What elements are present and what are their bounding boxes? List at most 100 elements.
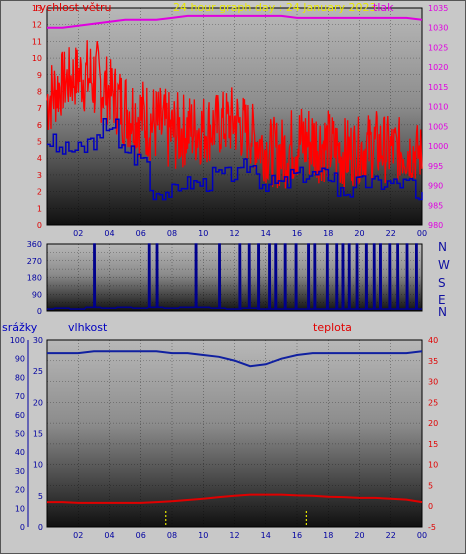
pressure-axis-tick: 990 xyxy=(428,182,443,191)
x-tick-label: 00 xyxy=(417,229,427,238)
x-tick-label: 12 xyxy=(229,229,239,238)
precipitation-label: srážky xyxy=(2,321,38,334)
humidity-axis-tick: 5 xyxy=(38,492,43,501)
x-tick-label: 04 xyxy=(104,229,114,238)
wind-axis-tick: 0 xyxy=(37,221,42,230)
pressure-label: tlak xyxy=(373,1,394,14)
wind-axis-tick: 9 xyxy=(37,71,42,80)
x-tick-label: 08 xyxy=(167,229,177,238)
x-tick-label: 00 xyxy=(417,531,427,540)
wind-speed-label: rychlost větru xyxy=(35,1,112,14)
temperature-axis-tick: 15 xyxy=(428,440,438,449)
wind-average-series xyxy=(47,118,423,201)
x-tick-label: 20 xyxy=(354,229,364,238)
precip-axis-tick: 30 xyxy=(15,467,25,476)
x-tick-label: 06 xyxy=(136,531,146,540)
graph-title: 24 hour graph day : 24 January 2023 xyxy=(173,1,377,14)
x-tick-label: 16 xyxy=(292,531,302,540)
pressure-axis-tick: 1015 xyxy=(428,83,448,92)
direction-axis-tick: 0 xyxy=(37,307,42,316)
wind-gust-series xyxy=(46,40,423,192)
wind-axis-tick: 10 xyxy=(32,54,42,63)
temperature-label: teplota xyxy=(313,321,352,334)
x-tick-label: 16 xyxy=(292,229,302,238)
pressure-axis-tick: 1000 xyxy=(428,142,448,151)
x-tick-label: 22 xyxy=(386,531,396,540)
humidity-axis-tick: 25 xyxy=(33,367,43,376)
direction-e: E xyxy=(438,293,446,307)
precip-axis-tick: 70 xyxy=(15,392,25,401)
direction-n2: N xyxy=(438,305,447,319)
pressure-axis-tick: 1025 xyxy=(428,43,448,52)
precip-axis-tick: 80 xyxy=(15,373,25,382)
x-tick-label: 20 xyxy=(354,531,364,540)
direction-n: N xyxy=(438,240,447,254)
wind-axis-tick: 2 xyxy=(37,188,42,197)
precip-axis-tick: 10 xyxy=(15,504,25,513)
x-tick-label: 10 xyxy=(198,229,208,238)
wind-axis-tick: 3 xyxy=(37,171,42,180)
direction-axis-tick: 360 xyxy=(27,240,42,249)
precip-axis-tick: 0 xyxy=(20,523,25,532)
precip-axis-tick: 20 xyxy=(15,486,25,495)
temperature-axis-tick: 35 xyxy=(428,357,438,366)
temperature-axis-tick: 25 xyxy=(428,398,438,407)
temperature-axis-tick: 5 xyxy=(428,481,433,490)
humidity-axis-tick: 20 xyxy=(33,398,43,407)
pressure-axis-tick: 1030 xyxy=(428,24,448,33)
direction-axis-tick: 270 xyxy=(27,257,42,266)
wind-axis-tick: 11 xyxy=(32,37,42,46)
precip-axis-tick: 60 xyxy=(15,411,25,420)
direction-axis-tick: 90 xyxy=(32,290,42,299)
humidity-series xyxy=(47,350,423,368)
x-tick-label: 14 xyxy=(261,531,271,540)
wind-axis-tick: 1 xyxy=(37,204,42,213)
x-tick-label: 06 xyxy=(136,229,146,238)
temperature-axis-tick: 0 xyxy=(428,502,433,511)
pressure-axis-tick: 1010 xyxy=(428,103,448,112)
wind-axis-tick: 7 xyxy=(37,104,42,113)
x-tick-label: 14 xyxy=(261,229,271,238)
precip-axis-tick: 40 xyxy=(15,448,25,457)
humidity-label: vlhkost xyxy=(68,321,108,334)
wind-axis-tick: 5 xyxy=(37,138,42,147)
humidity-axis-tick: 15 xyxy=(33,430,43,439)
humidity-axis-tick: 10 xyxy=(33,461,43,470)
x-tick-label: 02 xyxy=(73,531,83,540)
pressure-axis-tick: 1035 xyxy=(428,4,448,13)
pressure-axis-tick: 1005 xyxy=(428,122,448,131)
wind-axis-tick: 8 xyxy=(37,87,42,96)
x-tick-label: 12 xyxy=(229,531,239,540)
precip-axis-tick: 90 xyxy=(15,355,25,364)
temperature-axis-tick: 10 xyxy=(428,461,438,470)
x-tick-label: 08 xyxy=(167,531,177,540)
pressure-axis-tick: 980 xyxy=(428,221,443,230)
temperature-series xyxy=(47,493,423,504)
x-tick-label: 10 xyxy=(198,531,208,540)
direction-axis-tick: 180 xyxy=(27,274,42,283)
humidity-axis-tick: 0 xyxy=(38,523,43,532)
direction-w: W xyxy=(438,258,450,272)
x-tick-label: 04 xyxy=(104,531,114,540)
x-tick-label: 22 xyxy=(386,229,396,238)
pressure-axis-tick: 1020 xyxy=(428,63,448,72)
x-tick-label: 18 xyxy=(323,531,333,540)
pressure-series xyxy=(47,14,423,29)
temperature-axis-tick: 40 xyxy=(428,336,438,345)
temperature-axis-tick: 20 xyxy=(428,419,438,428)
pressure-axis-tick: 995 xyxy=(428,162,443,171)
humidity-axis-tick: 30 xyxy=(33,336,43,345)
wind-axis-tick: 12 xyxy=(32,21,42,30)
wind-axis-tick: 6 xyxy=(37,121,42,130)
x-tick-label: 02 xyxy=(73,229,83,238)
wind-direction-series xyxy=(47,243,422,310)
wind-axis-tick: 13 xyxy=(32,4,42,13)
direction-s: S xyxy=(438,276,446,290)
pressure-axis-tick: 985 xyxy=(428,201,443,210)
temperature-axis-tick: 30 xyxy=(428,378,438,387)
wind-axis-tick: 4 xyxy=(37,154,42,163)
precip-axis-tick: 50 xyxy=(15,430,25,439)
x-tick-label: 18 xyxy=(323,229,333,238)
